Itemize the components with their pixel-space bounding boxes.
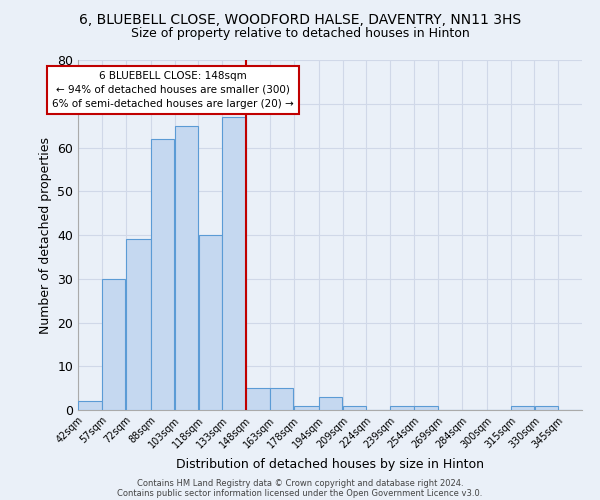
- Bar: [343, 406, 366, 410]
- Text: Contains public sector information licensed under the Open Government Licence v3: Contains public sector information licen…: [118, 488, 482, 498]
- Bar: [414, 406, 437, 410]
- Bar: [223, 117, 246, 410]
- Bar: [246, 388, 269, 410]
- Bar: [199, 235, 222, 410]
- Bar: [270, 388, 293, 410]
- Bar: [78, 401, 101, 410]
- Text: Contains HM Land Registry data © Crown copyright and database right 2024.: Contains HM Land Registry data © Crown c…: [137, 478, 463, 488]
- Text: Size of property relative to detached houses in Hinton: Size of property relative to detached ho…: [131, 28, 469, 40]
- Text: 6 BLUEBELL CLOSE: 148sqm
← 94% of detached houses are smaller (300)
6% of semi-d: 6 BLUEBELL CLOSE: 148sqm ← 94% of detach…: [52, 71, 294, 109]
- Bar: [126, 240, 151, 410]
- Bar: [511, 406, 534, 410]
- Bar: [151, 139, 175, 410]
- Bar: [391, 406, 414, 410]
- Text: 6, BLUEBELL CLOSE, WOODFORD HALSE, DAVENTRY, NN11 3HS: 6, BLUEBELL CLOSE, WOODFORD HALSE, DAVEN…: [79, 12, 521, 26]
- Y-axis label: Number of detached properties: Number of detached properties: [38, 136, 52, 334]
- Bar: [102, 279, 125, 410]
- Bar: [175, 126, 198, 410]
- Bar: [319, 397, 343, 410]
- Bar: [294, 406, 319, 410]
- Bar: [535, 406, 558, 410]
- X-axis label: Distribution of detached houses by size in Hinton: Distribution of detached houses by size …: [176, 458, 484, 471]
